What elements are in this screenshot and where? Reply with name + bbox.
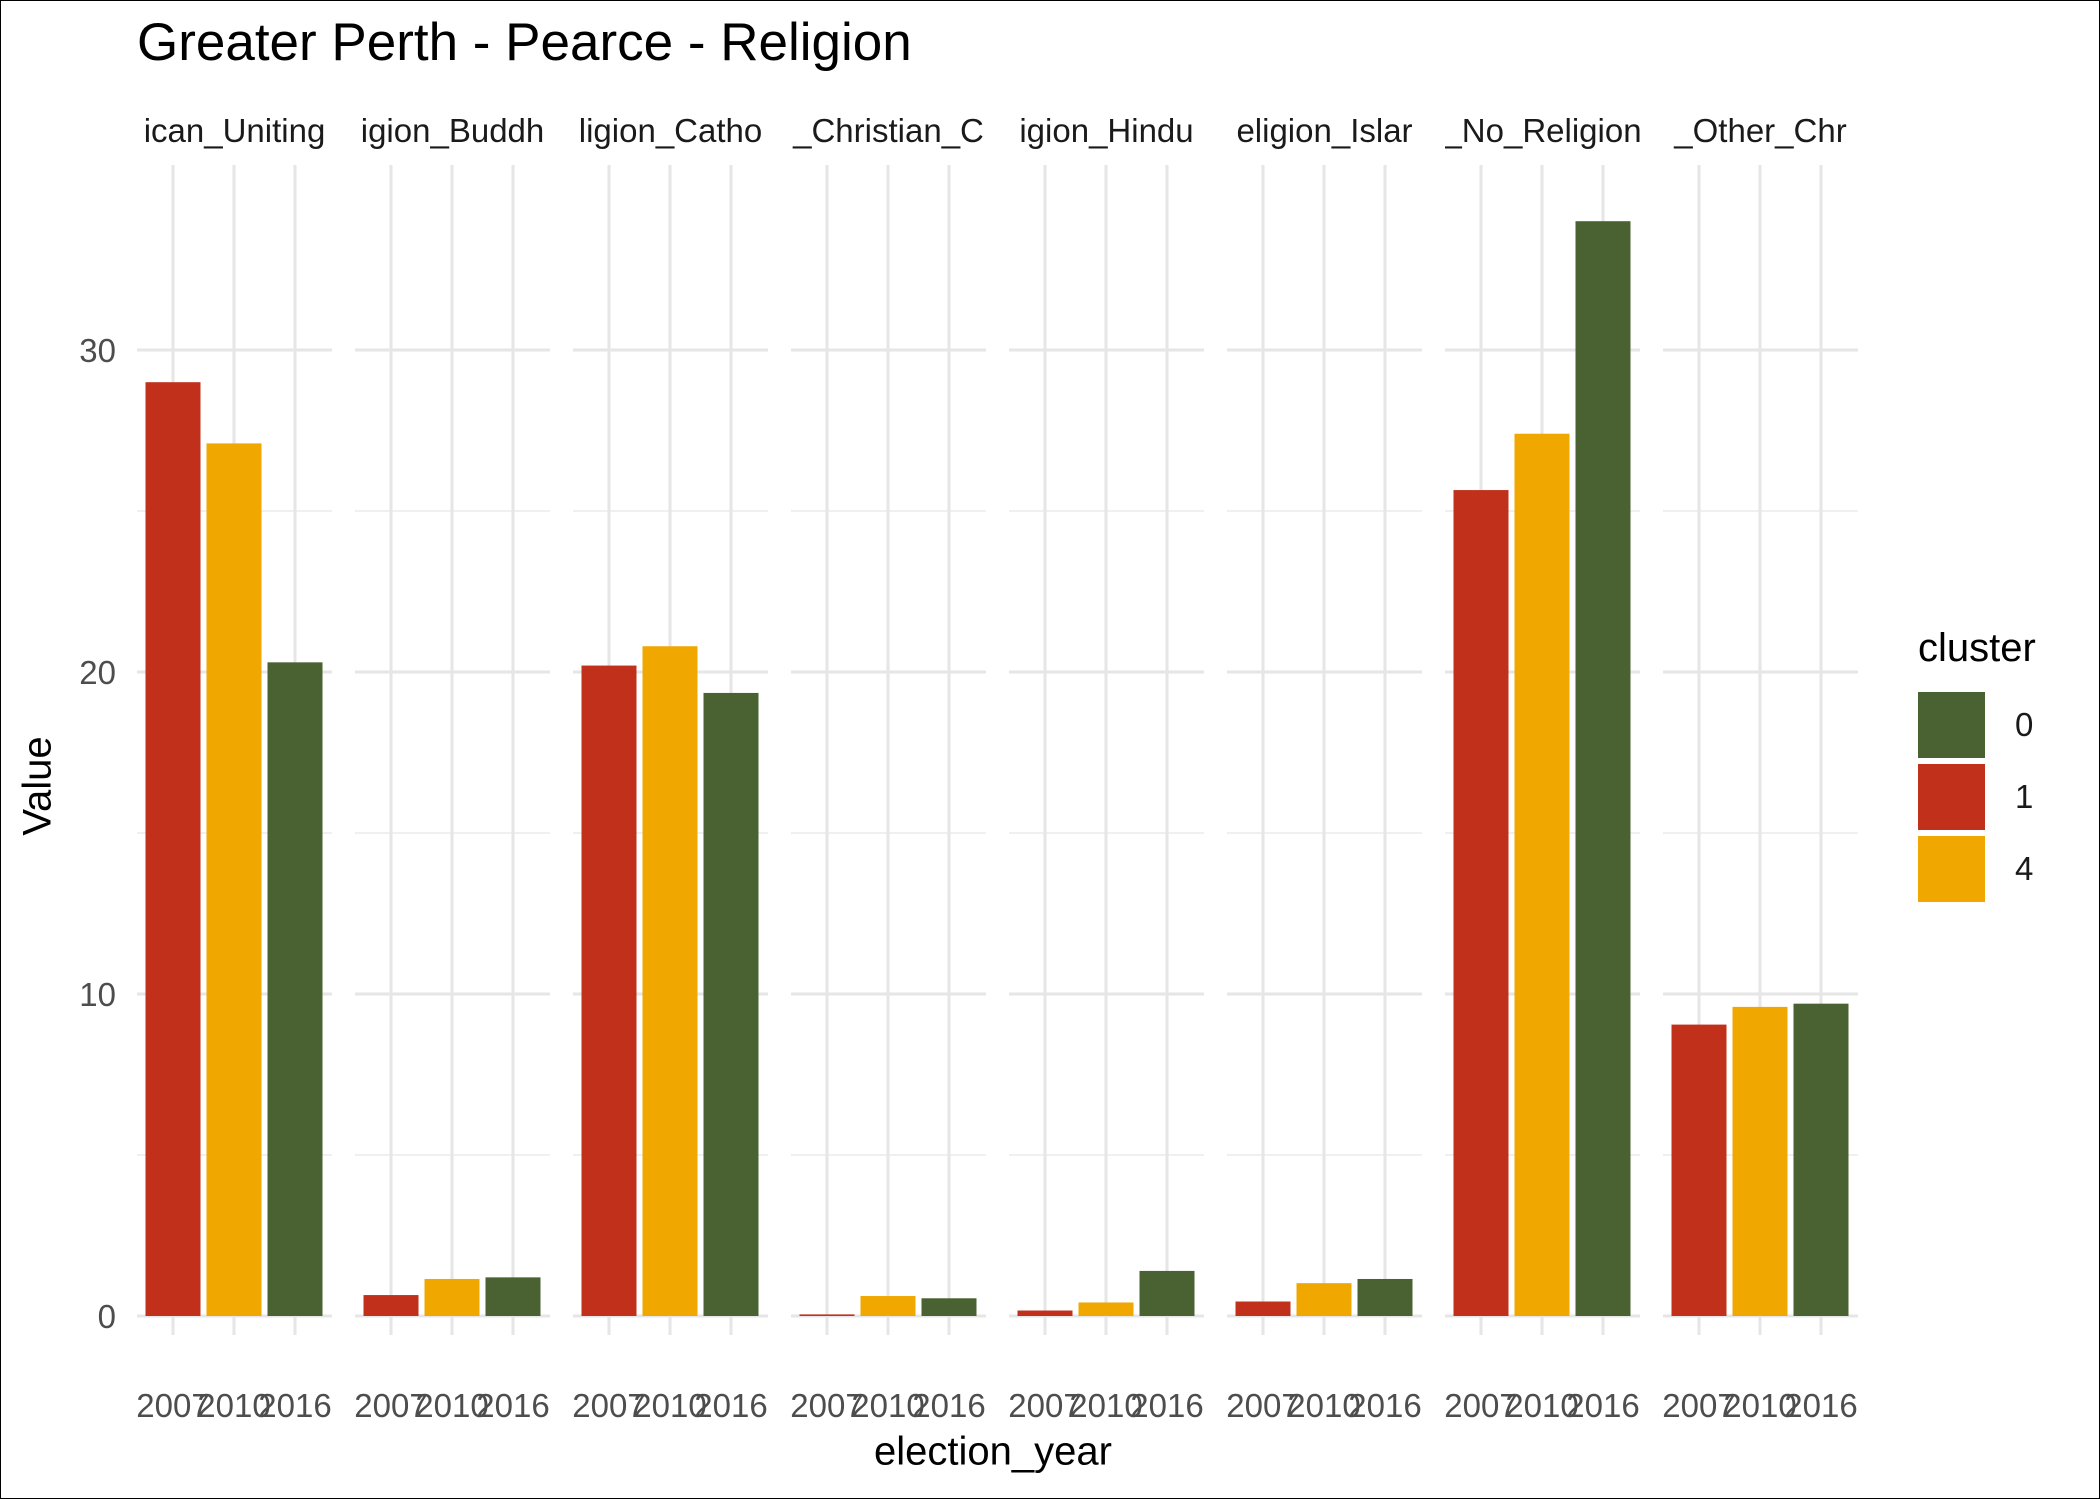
x-tick-label: 2007 [136, 1387, 209, 1424]
x-tick-label: 2016 [1130, 1387, 1203, 1424]
x-axis-title: election_year [874, 1429, 1112, 1474]
bar-2010-cluster-4 [860, 1296, 916, 1316]
facet-strip-label: igion_Buddh [361, 112, 545, 149]
legend: cluster 0 1 4 [1918, 626, 2036, 905]
bar-2016-cluster-0 [1575, 221, 1631, 1317]
x-tick-label: 2010 [851, 1387, 924, 1424]
bar-2010-cluster-4 [1732, 1006, 1788, 1316]
x-tick-label: 2016 [1348, 1387, 1421, 1424]
bar-2010-cluster-4 [206, 443, 262, 1316]
legend-key-cluster-4 [1918, 836, 1985, 902]
bar-2007-cluster-1 [1453, 490, 1509, 1316]
legend-key-cluster-0 [1918, 692, 1985, 758]
x-tick-label: 2010 [1505, 1387, 1578, 1424]
bar-2016-cluster-0 [485, 1277, 541, 1316]
bar-2007-cluster-1 [1671, 1024, 1727, 1316]
bar-2007-cluster-1 [1017, 1310, 1073, 1316]
facet-strip-label: _Other_Chr [1673, 112, 1846, 149]
facet-strip-label: _No_Religion [1442, 112, 1641, 149]
bar-2016-cluster-0 [1139, 1270, 1195, 1316]
x-tick-label: 2010 [1069, 1387, 1142, 1424]
bar-2007-cluster-1 [145, 382, 201, 1316]
bar-2007-cluster-1 [581, 665, 637, 1316]
x-tick-label: 2016 [694, 1387, 767, 1424]
x-tick-label: 2007 [572, 1387, 645, 1424]
y-tick-label: 20 [79, 654, 116, 691]
legend-label-cluster-0: 0 [2015, 706, 2034, 743]
x-tick-label: 2007 [1226, 1387, 1299, 1424]
x-tick-label: 2010 [1287, 1387, 1360, 1424]
bar-2010-cluster-4 [1296, 1283, 1352, 1316]
x-tick-label: 2010 [1723, 1387, 1796, 1424]
x-tick-label: 2016 [1566, 1387, 1639, 1424]
facet-strip-label: ican_Uniting [144, 112, 326, 149]
x-tick-label: 2007 [354, 1387, 427, 1424]
bar-2007-cluster-1 [363, 1295, 419, 1316]
bar-2010-cluster-4 [1078, 1302, 1134, 1316]
legend-item-cluster-1: 1 [1918, 761, 2036, 833]
x-tick-label: 2010 [197, 1387, 270, 1424]
facet-strip-label: eligion_Islar [1236, 112, 1412, 149]
y-tick-label: 0 [98, 1298, 116, 1335]
x-tick-label: 2010 [415, 1387, 488, 1424]
bar-2016-cluster-0 [921, 1298, 977, 1316]
legend-label-cluster-1: 1 [2015, 778, 2034, 815]
bar-2007-cluster-1 [1235, 1301, 1291, 1316]
bar-2016-cluster-0 [1793, 1003, 1849, 1316]
legend-title: cluster [1918, 626, 2036, 670]
x-tick-label: 2007 [1662, 1387, 1735, 1424]
legend-label-cluster-4: 4 [2015, 850, 2034, 887]
x-tick-label: 2016 [1784, 1387, 1857, 1424]
legend-key-cluster-1 [1918, 764, 1985, 830]
x-tick-label: 2016 [912, 1387, 985, 1424]
x-tick-label: 2010 [633, 1387, 706, 1424]
x-tick-label: 2016 [258, 1387, 331, 1424]
legend-item-cluster-4: 4 [1918, 833, 2036, 905]
facet-strip-label: igion_Hindu [1019, 112, 1193, 149]
bar-2010-cluster-4 [642, 646, 698, 1316]
chart-title: Greater Perth - Pearce - Religion [137, 13, 912, 72]
y-tick-label: 30 [79, 332, 116, 369]
bar-2016-cluster-0 [1357, 1278, 1413, 1316]
legend-item-cluster-0: 0 [1918, 689, 2036, 761]
bar-2010-cluster-4 [1514, 433, 1570, 1317]
facet-strip-label: _Christian_C [792, 112, 984, 149]
y-tick-label: 10 [79, 976, 116, 1013]
bar-2016-cluster-0 [267, 662, 323, 1316]
bar-2016-cluster-0 [703, 692, 759, 1316]
bar-2007-cluster-1 [799, 1314, 855, 1316]
x-tick-label: 2007 [1444, 1387, 1517, 1424]
facet-strip-label: ligion_Catho [579, 112, 762, 149]
x-tick-label: 2007 [790, 1387, 863, 1424]
bar-2010-cluster-4 [424, 1278, 480, 1316]
x-tick-label: 2016 [476, 1387, 549, 1424]
x-tick-label: 2007 [1008, 1387, 1081, 1424]
